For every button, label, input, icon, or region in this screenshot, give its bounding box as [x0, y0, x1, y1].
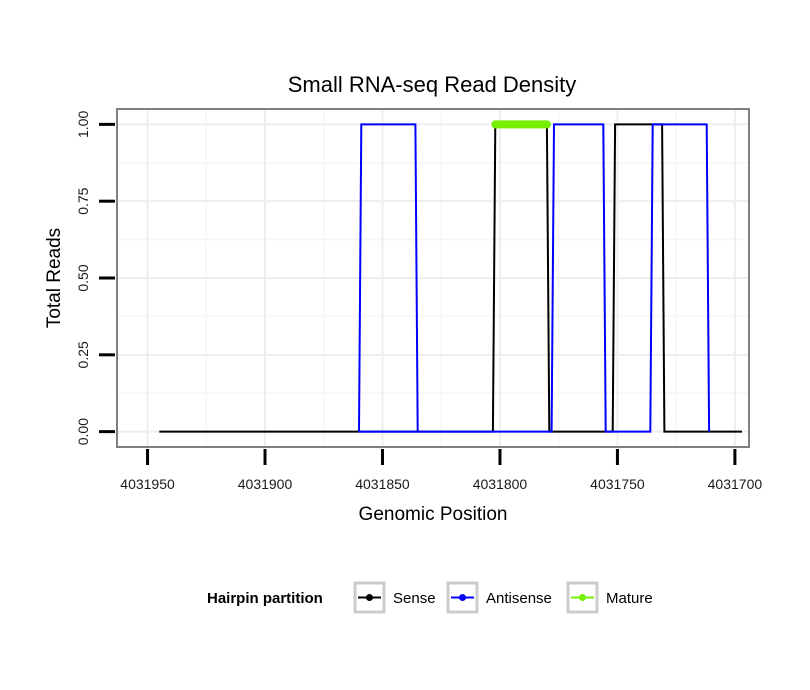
x-tick-label: 4031950: [120, 476, 175, 492]
x-tick-label: 4031900: [238, 476, 293, 492]
series-line-sense: [159, 123, 742, 433]
legend-item-antisense: Antisense: [446, 581, 552, 614]
x-tick-label: 4031700: [708, 476, 763, 492]
legend-label: Sense: [393, 590, 436, 607]
y-tick-label: 0.50: [75, 264, 91, 291]
legend-label: Antisense: [486, 590, 552, 607]
y-axis: 0.00 0.25 0.50 0.75 1.00: [75, 111, 115, 445]
x-axis: 4031950 4031900 4031850 4031800 4031750 40317…: [120, 449, 762, 492]
y-tick-label: 0.00: [75, 418, 91, 445]
legend-key-point: [579, 594, 586, 601]
x-tick-label: 4031850: [355, 476, 410, 492]
legend-title: Hairpin partition: [207, 590, 323, 607]
x-tick-label: 4031750: [590, 476, 645, 492]
grid-lines: [117, 109, 749, 447]
x-axis-title: Genomic Position: [359, 504, 508, 525]
y-tick-label: 0.25: [75, 341, 91, 368]
y-tick-label: 1.00: [75, 111, 91, 138]
y-tick-label: 0.75: [75, 187, 91, 214]
legend-item-sense: Sense: [353, 581, 436, 614]
series-layer: [159, 120, 742, 433]
legend-items: Sense Antisense Mature: [353, 581, 653, 614]
x-tick-label: 4031800: [473, 476, 528, 492]
legend-label: Mature: [606, 590, 653, 607]
plot-panel-border: [116, 108, 750, 448]
series-line-antisense: [357, 123, 711, 433]
chart-title: Small RNA-seq Read Density: [288, 72, 577, 97]
legend-key-point: [459, 594, 466, 601]
legend-item-mature: Mature: [566, 581, 653, 614]
legend: Hairpin partition Sense Antisense Mature: [207, 581, 653, 614]
y-axis-title: Total Reads: [44, 228, 65, 328]
legend-key-point: [366, 594, 373, 601]
